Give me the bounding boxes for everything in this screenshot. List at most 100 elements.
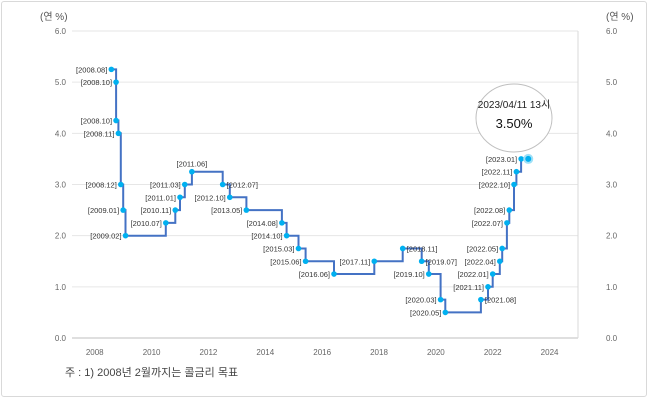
y-axis-left: 0.0 1.0 2.0 3.0 4.0 5.0 6.0	[55, 27, 67, 343]
data-point	[219, 181, 226, 188]
data-point	[513, 168, 520, 175]
x-tick-label: 2018	[370, 348, 388, 357]
x-tick-label: 2010	[143, 348, 161, 357]
point-date-label: [2011.06]	[176, 160, 207, 169]
data-point	[523, 153, 534, 164]
point-date-label: [2012.07]	[227, 181, 258, 190]
point-date-label: [2017.11]	[340, 257, 371, 266]
data-point	[371, 258, 378, 265]
y-tick-label-left: 1.0	[55, 283, 67, 292]
data-point	[504, 220, 510, 226]
y-tick-label-left: 5.0	[55, 78, 67, 87]
point-date-label: [2018.11]	[407, 244, 438, 253]
y-tick-label-right: 6.0	[606, 27, 618, 36]
point-date-label: [2022.10]	[479, 181, 510, 190]
data-point	[511, 181, 517, 188]
x-tick-label: 2012	[200, 348, 218, 357]
footnote: 주 : 1) 2008년 2월까지는 콜금리 목표	[65, 367, 239, 379]
y-tick-label-right: 0.0	[606, 334, 618, 343]
y-tick-label-right: 1.0	[606, 283, 618, 292]
current-rate-callout: 2023/04/11 13시 3.50%	[475, 83, 553, 153]
data-point	[295, 245, 302, 252]
point-date-label: [2009.01]	[88, 206, 119, 215]
point-date-label: [2008.10]	[81, 117, 112, 126]
data-point	[117, 181, 124, 188]
y-tick-label-left: 6.0	[55, 27, 67, 36]
point-date-label: [2022.05]	[467, 244, 498, 253]
data-point	[120, 207, 126, 213]
data-point	[283, 232, 290, 239]
data-point	[418, 258, 425, 265]
point-date-label: [2008.12]	[86, 181, 117, 190]
callout-date: 2023/04/11 13시	[478, 99, 550, 111]
data-point	[108, 66, 115, 73]
x-axis: 2008 2010 2012 2014 2016 2018 2020 2022 2024	[86, 348, 559, 357]
data-point	[226, 194, 233, 201]
data-point	[478, 296, 484, 303]
y-tick-label-right: 2.0	[606, 232, 618, 241]
point-date-label: [2020.05]	[410, 308, 441, 317]
data-point	[425, 271, 432, 277]
data-point	[115, 130, 122, 137]
point-date-label: [2022.01]	[457, 270, 488, 279]
point-date-label: [2016.06]	[299, 270, 330, 279]
point-date-label: [2010.07]	[131, 219, 162, 228]
point-date-label: [2023.01]	[486, 155, 517, 164]
x-tick-label: 2022	[484, 348, 502, 357]
data-point	[399, 245, 406, 252]
x-tick-label: 2014	[256, 348, 274, 357]
y-tick-label-left: 4.0	[55, 129, 67, 138]
data-point	[177, 194, 183, 201]
y-axis-right: 0.0 1.0 2.0 3.0 4.0 5.0 6.0	[606, 27, 618, 343]
data-point	[489, 271, 496, 277]
point-date-label: [2009.02]	[90, 232, 121, 241]
point-date-label: [2019.07]	[426, 257, 457, 266]
x-tick-label: 2020	[427, 348, 445, 357]
point-date-label: [2011.03]	[150, 181, 181, 190]
point-date-label: [2014.08]	[247, 219, 278, 228]
data-point	[506, 207, 513, 213]
point-date-label: [2022.07]	[472, 219, 503, 228]
point-date-label: [2022.11]	[482, 168, 513, 177]
data-point	[499, 245, 505, 252]
point-date-label: [2020.03]	[405, 296, 436, 305]
point-date-label: [2008.10]	[81, 78, 112, 87]
data-point	[302, 258, 309, 265]
data-point	[485, 284, 491, 290]
data-point	[279, 220, 285, 226]
x-tick-label: 2008	[86, 348, 104, 357]
data-point	[497, 258, 503, 265]
y-tick-label-right: 3.0	[606, 181, 618, 190]
y-tick-label-left: 2.0	[55, 232, 67, 241]
point-date-label: [2021.08]	[485, 296, 516, 305]
data-point	[163, 220, 169, 226]
data-point	[243, 207, 250, 213]
callout-value: 3.50%	[496, 116, 533, 131]
data-point	[189, 168, 195, 175]
data-point	[113, 117, 119, 124]
x-tick-label: 2016	[313, 348, 331, 357]
data-point	[442, 309, 449, 316]
point-date-label: [2015.03]	[263, 244, 294, 253]
data-point	[122, 232, 129, 239]
y-tick-label-right: 5.0	[606, 78, 618, 87]
y-unit-right: (연 %)	[606, 11, 634, 23]
point-markers	[108, 66, 534, 316]
point-date-label: [2022.08]	[474, 206, 505, 215]
point-date-label: [2010.11]	[141, 206, 172, 215]
y-tick-label-left: 0.0	[55, 334, 67, 343]
point-date-label: [2008.11]	[84, 129, 115, 138]
point-date-label: [2013.05]	[211, 206, 242, 215]
point-labels: [2008.08] [2008.10] [2008.10] [2008.11] [200…	[76, 65, 517, 317]
data-point	[172, 207, 179, 213]
y-tick-label-right: 4.0	[606, 129, 618, 138]
y-unit-left: (연 %)	[40, 11, 68, 23]
data-point	[113, 79, 119, 85]
point-date-label: [2014.10]	[251, 232, 282, 241]
data-point	[331, 271, 337, 277]
point-date-label: [2008.08]	[76, 65, 107, 74]
point-date-label: [2019.10]	[393, 270, 424, 279]
point-date-label: [2021.11]	[453, 283, 484, 292]
